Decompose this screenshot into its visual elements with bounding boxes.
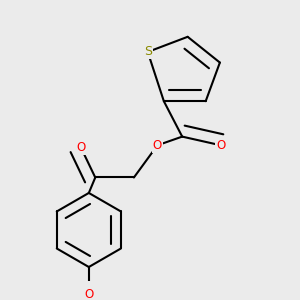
Text: S: S: [144, 45, 152, 58]
Text: O: O: [84, 288, 94, 300]
Text: O: O: [76, 141, 86, 154]
Text: O: O: [153, 139, 162, 152]
Text: O: O: [216, 139, 226, 152]
